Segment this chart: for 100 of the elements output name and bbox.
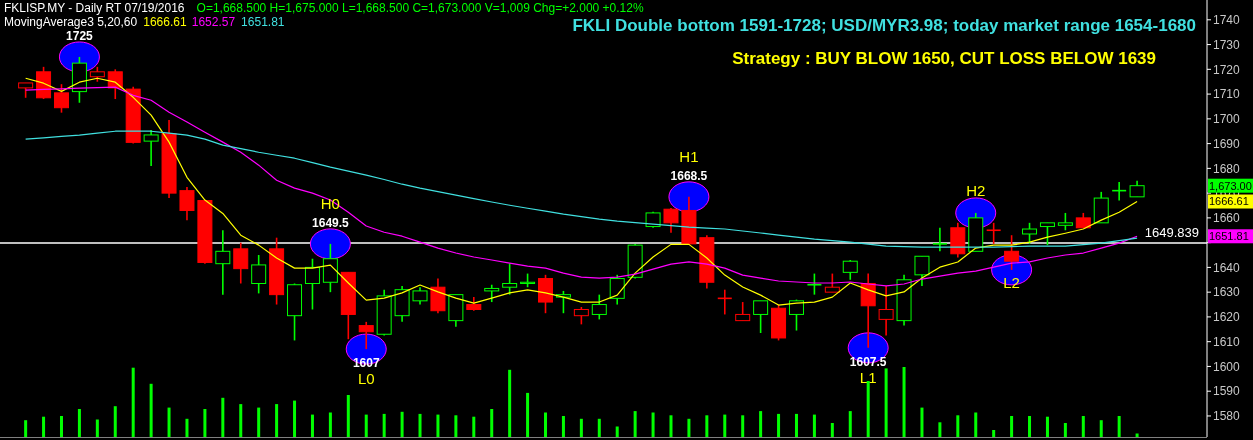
bar xyxy=(490,409,494,437)
bar xyxy=(597,418,601,437)
candlestick xyxy=(1022,222,1038,245)
candlestick xyxy=(806,272,823,296)
bar xyxy=(1010,416,1014,437)
bar xyxy=(364,414,368,437)
bar xyxy=(167,407,171,437)
candlestick xyxy=(842,259,858,281)
y-tick-label: 1610 xyxy=(1213,334,1241,349)
annotation: L1 xyxy=(859,368,877,386)
bar xyxy=(812,414,816,437)
bar xyxy=(454,415,458,437)
y-tick-label: 1700 xyxy=(1213,112,1241,127)
bar xyxy=(24,420,28,437)
text: FKLI Double bottom 1591-1728; USD/MYR3.98; today market range 1654-1680 xyxy=(572,16,1196,35)
bar xyxy=(310,414,314,437)
bar xyxy=(400,411,404,437)
candlestick xyxy=(233,241,249,285)
candlestick xyxy=(430,277,446,314)
bar xyxy=(669,415,673,437)
bar xyxy=(884,368,888,437)
candlestick xyxy=(179,186,195,222)
bar xyxy=(1045,416,1049,437)
bar xyxy=(526,392,530,437)
y-tick-label: 1720 xyxy=(1213,62,1241,77)
bar xyxy=(436,414,440,437)
bar xyxy=(579,418,583,437)
candlestick xyxy=(663,207,679,234)
candlestick xyxy=(1004,234,1020,271)
bar xyxy=(723,414,727,437)
bar xyxy=(257,407,261,437)
bar xyxy=(633,411,637,437)
candlestick xyxy=(878,285,894,337)
bar xyxy=(974,412,978,437)
bar xyxy=(113,406,117,437)
annotation: 1649.5 xyxy=(312,215,350,230)
bar xyxy=(615,426,619,437)
bar xyxy=(651,412,655,437)
candlestick xyxy=(215,229,231,296)
annotation: 1666.61 xyxy=(143,15,187,29)
bar xyxy=(759,411,763,437)
bar xyxy=(293,400,297,437)
text: 1666.61 xyxy=(1209,195,1249,208)
bar xyxy=(920,407,924,437)
bar xyxy=(1081,416,1085,437)
annotation: 1651.81 xyxy=(241,15,285,29)
candlestick xyxy=(143,129,159,167)
candlestick xyxy=(502,262,518,296)
ref-line-label: 1649.839 xyxy=(1144,225,1199,241)
bar xyxy=(472,416,476,437)
candlestick xyxy=(591,293,607,321)
annotation: H2 xyxy=(966,181,986,199)
bar xyxy=(794,413,798,437)
bar xyxy=(418,413,422,437)
annotation: H0 xyxy=(320,194,340,212)
bar xyxy=(1117,416,1121,437)
bar xyxy=(687,418,691,437)
bar xyxy=(149,383,153,437)
annotation: H1 xyxy=(679,147,699,165)
y-tick-label: 1660 xyxy=(1213,211,1241,226)
candlestick xyxy=(304,257,320,311)
y-tick-label: 1640 xyxy=(1213,260,1241,275)
annotation: 1668.5 xyxy=(670,168,708,183)
bar xyxy=(848,411,852,437)
text: 1651.81 xyxy=(1209,230,1249,243)
candlestick xyxy=(538,274,554,314)
candlestick xyxy=(932,226,948,253)
bar xyxy=(705,415,709,437)
annotation: L0 xyxy=(357,370,375,388)
y-tick-label: 1680 xyxy=(1213,161,1241,176)
y-tick-label: 1580 xyxy=(1213,409,1241,424)
bar xyxy=(902,367,906,437)
bar xyxy=(185,418,189,437)
bar xyxy=(77,409,81,437)
y-tick-label: 1630 xyxy=(1213,285,1241,300)
y-tick-label: 1620 xyxy=(1213,310,1241,325)
bar xyxy=(561,416,565,437)
annotation: FKLISP.MY - Daily RT 07/19/2016 xyxy=(4,1,185,15)
candlestick xyxy=(1039,222,1055,246)
y-tick-label: 1590 xyxy=(1213,384,1241,399)
bar xyxy=(1063,423,1067,437)
bar xyxy=(275,404,279,437)
bar xyxy=(992,430,996,437)
candlestick xyxy=(609,274,625,306)
y-tick-label: 1730 xyxy=(1213,37,1241,52)
bar xyxy=(131,367,135,437)
bar xyxy=(866,381,870,437)
bar xyxy=(382,413,386,437)
text: 1,673.00 xyxy=(1209,179,1252,192)
annotation: 1652.57 xyxy=(191,15,236,29)
annotation: O=1,668.500 H=1,675.000 L=1,668.500 C=1,673.000 V=1,009 Chg=+2.000 +0.12% xyxy=(196,1,644,15)
y-tick-label: 1690 xyxy=(1213,136,1241,151)
candlestick xyxy=(985,222,1002,245)
bar xyxy=(938,422,942,437)
text: Strategy : BUY BLOW 1650, CUT LOSS BELOW 1639 xyxy=(732,49,1156,68)
bar xyxy=(777,413,781,437)
bar xyxy=(59,416,63,437)
y-tick-label: 1600 xyxy=(1213,359,1241,374)
bar xyxy=(1028,416,1032,437)
y-tick-label: 1740 xyxy=(1213,13,1241,28)
